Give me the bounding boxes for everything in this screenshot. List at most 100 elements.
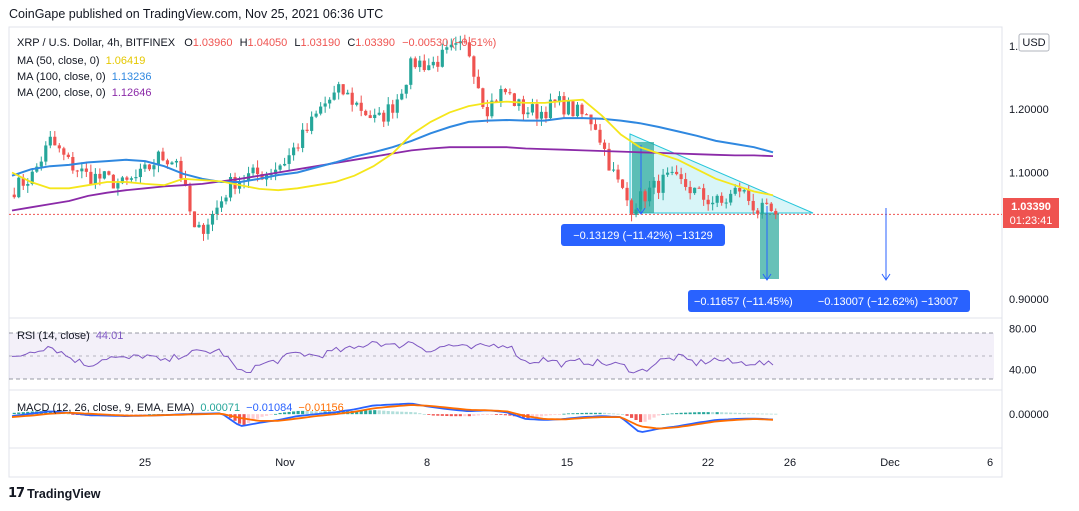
candle-body <box>156 151 161 166</box>
candle-body <box>134 177 138 179</box>
measure-arrowhead-1 <box>636 207 646 215</box>
macd-histogram-bar <box>458 414 462 417</box>
candle-body <box>80 168 84 172</box>
macd-histogram-bar <box>355 410 359 415</box>
macd-histogram-bar <box>314 411 318 415</box>
legend-ma200: MA (200, close, 0) 1.12646 <box>17 87 151 99</box>
price-tick-label: 1.20000 <box>1009 104 1049 116</box>
macd-histogram-bar <box>769 413 773 415</box>
candle-body <box>756 210 760 214</box>
macd-histogram-bar <box>593 412 598 415</box>
candle-body <box>422 60 426 71</box>
candle-body <box>454 43 458 45</box>
candle-body <box>684 179 688 187</box>
candle-body <box>260 174 264 180</box>
candle-body <box>147 164 152 170</box>
candle-body <box>210 213 215 225</box>
candle-body <box>418 60 422 68</box>
candle-body <box>48 136 52 146</box>
candle-body <box>364 110 368 116</box>
candle-body <box>57 145 61 149</box>
candle-body <box>472 56 476 77</box>
candle-body <box>30 171 34 185</box>
rsi-line <box>11 340 774 374</box>
macd-histogram-bar <box>237 414 242 424</box>
candle-body <box>548 99 553 119</box>
candle-body <box>611 169 616 171</box>
macd-histogram-bar <box>508 414 512 416</box>
legend-ma50-label: MA (50, close, 0) <box>17 55 100 67</box>
candle-body <box>598 129 602 143</box>
candle-body <box>44 145 48 162</box>
candle-body <box>629 200 634 215</box>
candle-body <box>391 104 395 113</box>
candle-body <box>66 154 70 158</box>
macd-histogram-bar <box>449 414 453 417</box>
macd-histogram-bar <box>463 414 467 417</box>
candle-body <box>521 99 525 115</box>
measure-box-2[interactable] <box>760 213 779 279</box>
currency-button[interactable] <box>1018 33 1050 52</box>
macd-histogram-bar <box>409 412 413 415</box>
candle-body <box>512 93 516 107</box>
macd-legend-v2: −0.01084 <box>246 402 292 414</box>
macd-histogram-bar <box>125 414 129 415</box>
candle-body <box>21 177 25 186</box>
macd-histogram-bar <box>251 414 255 421</box>
candle-body <box>143 164 147 169</box>
candle-body <box>323 103 327 107</box>
measure-label-3-bg <box>806 290 970 312</box>
candle-body <box>715 195 719 203</box>
candle-body <box>346 92 350 95</box>
price-badge-value: 1.03390 <box>1011 201 1051 213</box>
candle-body <box>643 191 647 202</box>
macd-histogram-bar <box>553 414 557 415</box>
candle-body <box>413 58 417 68</box>
candle-body <box>490 100 494 117</box>
candle-body <box>625 187 629 201</box>
candle-body <box>125 177 129 180</box>
candle-body <box>440 49 444 67</box>
candle-body <box>648 187 652 202</box>
measure-label-2: −0.11657 (−11.45%) <box>694 296 793 308</box>
candle-body <box>274 169 278 175</box>
candle-body <box>747 190 751 201</box>
macd-histogram-bar <box>517 414 521 417</box>
candle-body <box>765 202 769 204</box>
macd-histogram-bar <box>494 414 498 415</box>
macd-histogram-bar <box>602 412 607 415</box>
macd-histogram-bar <box>274 413 278 415</box>
macd-histogram-bar <box>71 414 75 415</box>
candle-body <box>197 224 201 228</box>
candle-body <box>102 171 106 179</box>
legend-ma100-label: MA (100, close, 0) <box>17 71 106 83</box>
macd-histogram-bar <box>301 410 305 415</box>
macd-histogram-bar <box>697 412 701 415</box>
candle-body <box>589 114 593 125</box>
candle-body <box>526 112 530 115</box>
macd-histogram-bar <box>431 414 435 416</box>
candle-body <box>616 169 620 180</box>
candle-body <box>89 171 93 185</box>
candle-body <box>138 168 142 178</box>
candle-body <box>679 174 683 180</box>
macd-legend-label: MACD (12, 26, close, 9, EMA, EMA) <box>17 402 194 414</box>
macd-histogram-bar <box>751 413 755 415</box>
macd-histogram-bar <box>625 414 629 416</box>
macd-histogram-bar <box>629 414 634 418</box>
macd-histogram-bar <box>427 414 431 415</box>
candle-body <box>62 148 66 155</box>
currency-button-label: USD <box>1022 37 1045 49</box>
candle-body <box>107 171 111 175</box>
candle-body <box>584 114 589 116</box>
candle-body <box>657 180 661 193</box>
tradingview-logo[interactable]: 17 TradingView <box>8 486 101 501</box>
macd-histogram-bar <box>544 414 548 416</box>
candle-body <box>476 76 480 89</box>
time-tick-label: 25 <box>139 457 151 469</box>
tradingview-mark-icon: 17 <box>8 486 25 501</box>
rsi-legend: RSI (14, close) 44.01 <box>17 330 123 342</box>
macd-histogram-bar <box>733 412 737 415</box>
macd-histogram-bar <box>670 413 674 415</box>
